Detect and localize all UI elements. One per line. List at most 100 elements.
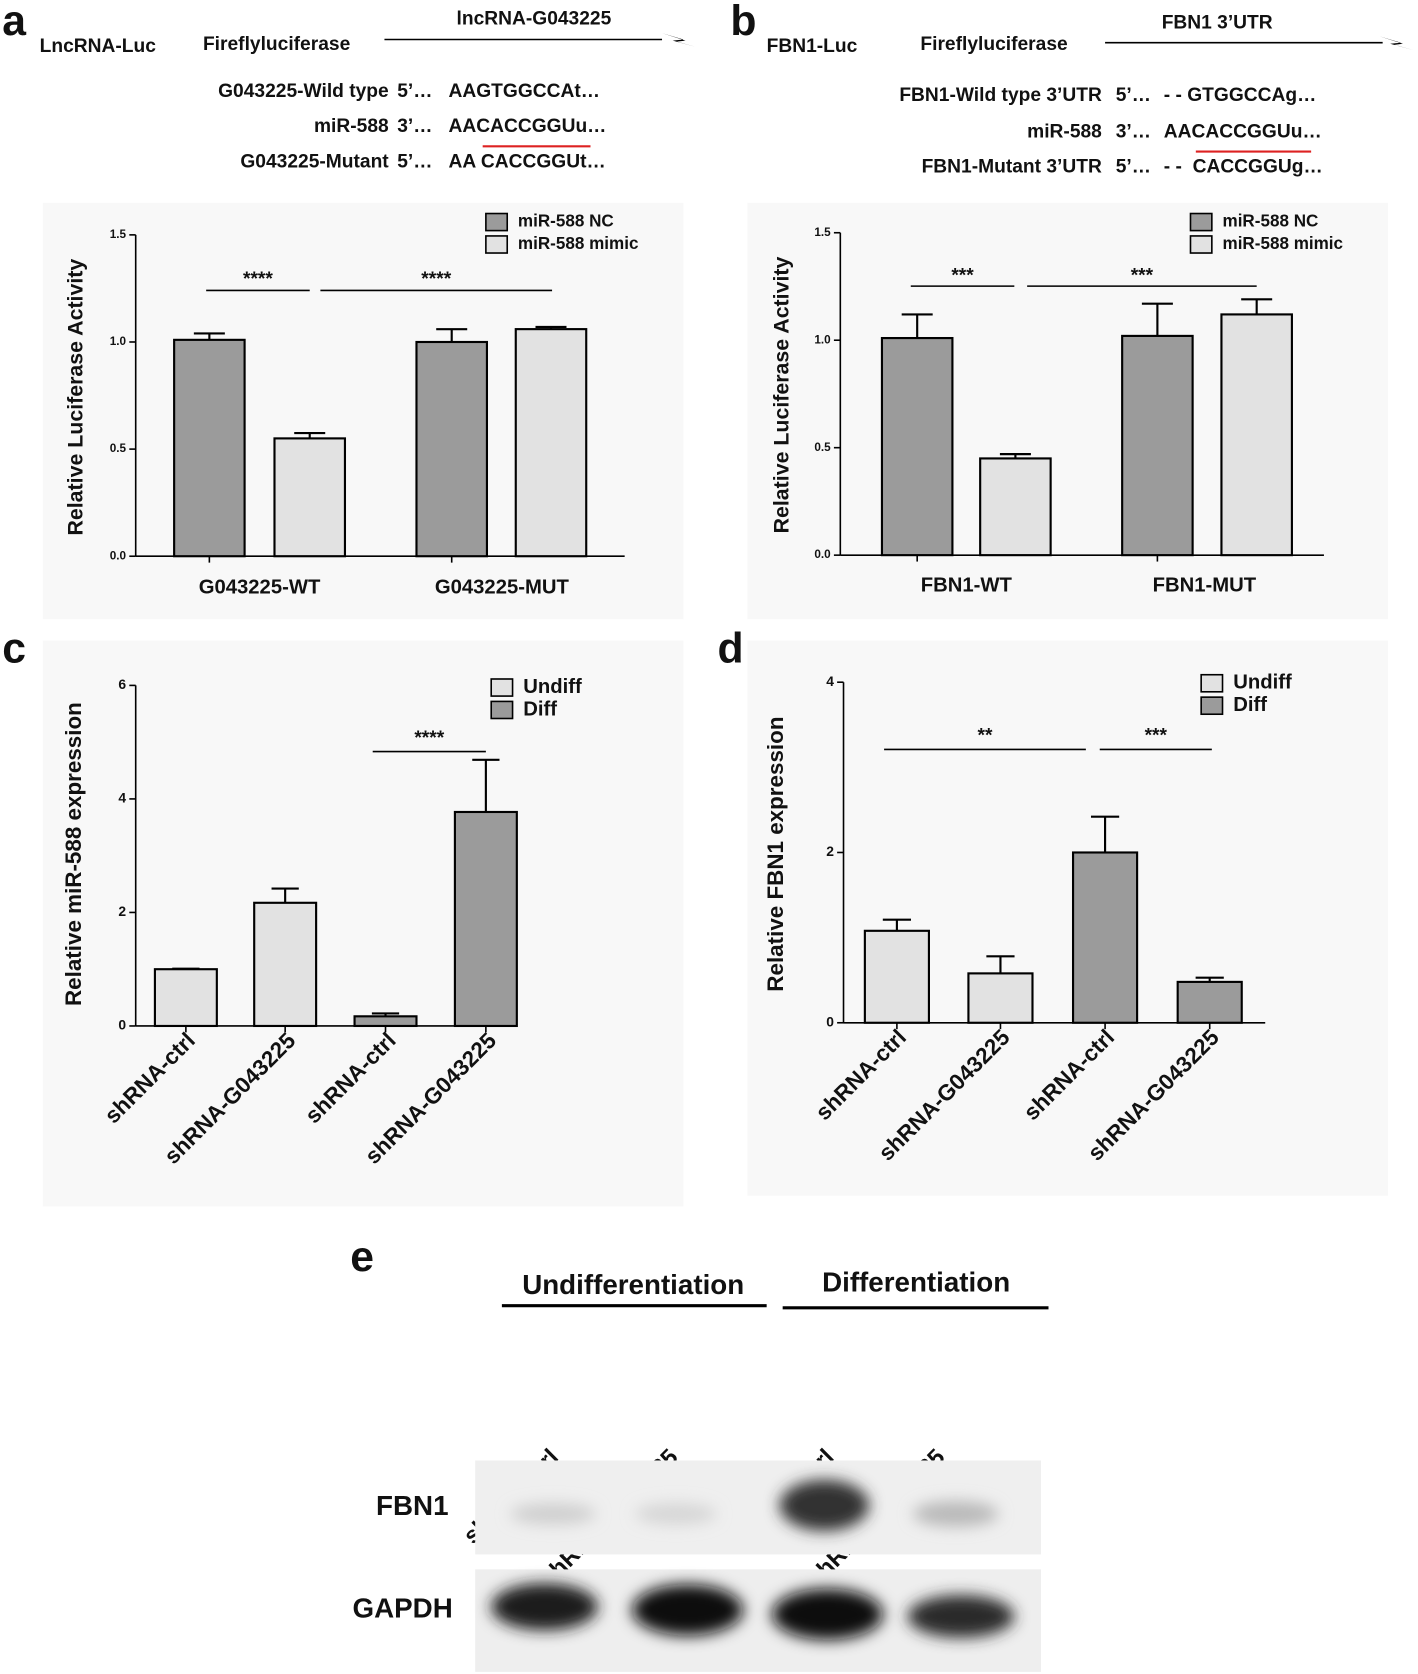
- panel-label: c: [2, 625, 26, 673]
- legend-label: miR-588 mimic: [1223, 234, 1344, 253]
- band: [510, 1503, 596, 1525]
- bar: [415, 340, 489, 558]
- reporter-label: Fireflyluciferase: [203, 34, 351, 55]
- sequence: AAGTGGCCAt…: [449, 81, 600, 102]
- bar: [880, 336, 954, 557]
- panel-bg: [42, 640, 684, 1207]
- sequence-name: G043225-Wild type: [218, 81, 389, 102]
- significance-label: **: [977, 726, 992, 747]
- panel-label: b: [730, 0, 756, 45]
- x-tick-label: G043225-WT: [199, 577, 321, 599]
- bar: [1121, 334, 1194, 557]
- y-tick-label: 4: [826, 673, 834, 689]
- y-axis-title: Relative Luciferase Activity: [64, 259, 88, 536]
- x-tick-label: G043225-MUT: [435, 577, 570, 599]
- bar: [1071, 851, 1139, 1024]
- bar: [967, 972, 1034, 1024]
- significance-label: ***: [951, 266, 974, 287]
- y-tick-label: 1.5: [110, 228, 127, 241]
- sequence-name: miR-588: [1027, 121, 1102, 142]
- bar: [863, 929, 930, 1024]
- sequence-end: 5’…: [1116, 157, 1151, 178]
- y-tick-label: 0.0: [814, 548, 831, 561]
- sequence: AA CACCGGUt…: [449, 151, 606, 172]
- sequence-end: 3’…: [397, 116, 432, 137]
- reporter-label: Fireflyluciferase: [920, 34, 1068, 55]
- legend-label: miR-588 mimic: [518, 234, 639, 253]
- x-tick-label: FBN1-MUT: [1153, 574, 1257, 596]
- bands: [491, 1479, 1015, 1640]
- band: [635, 1503, 717, 1525]
- bar: [273, 437, 347, 558]
- legend-label: Undiff: [1233, 672, 1292, 694]
- band: [632, 1584, 744, 1636]
- bolt: [662, 33, 697, 47]
- vector-label: FBN1-Luc: [767, 36, 858, 57]
- vector-label: LncRNA-Luc: [40, 36, 157, 57]
- sequence-end: 5’…: [1116, 85, 1151, 106]
- y-tick-label: 2: [826, 843, 834, 859]
- sequence-name: G043225-Mutant: [240, 151, 389, 172]
- panel-label: e: [350, 1233, 374, 1281]
- legend-label: miR-588 NC: [518, 212, 614, 231]
- legend-swatch: [485, 235, 509, 254]
- y-tick-label: 4: [118, 790, 126, 806]
- legend-swatch: [485, 212, 509, 232]
- bar: [1220, 313, 1293, 557]
- sequence-end: 5’…: [397, 151, 432, 172]
- sequence: AACACCGGUu…: [449, 116, 607, 137]
- sequence-end: 3’…: [1116, 121, 1151, 142]
- sequence: - - CACCGGUg…: [1164, 157, 1323, 178]
- y-tick-label: 1.5: [814, 226, 831, 239]
- y-tick-label: 2: [118, 903, 126, 919]
- y-axis-title: Relative miR-588 expression: [61, 702, 86, 1006]
- sequence-end: 5’…: [397, 81, 432, 102]
- insert-label: lncRNA-G043225: [457, 8, 612, 29]
- legend-label: Diff: [523, 698, 557, 720]
- significance-label: ****: [414, 728, 444, 749]
- bolt: [1379, 36, 1414, 51]
- band: [779, 1479, 870, 1531]
- sequence: - - GTGGCCAg…: [1164, 85, 1317, 106]
- significance-label: ****: [243, 269, 273, 290]
- y-tick-label: 0: [826, 1013, 834, 1029]
- y-tick-label: 6: [118, 676, 126, 692]
- band: [771, 1588, 884, 1640]
- bar: [353, 1015, 418, 1028]
- band: [491, 1583, 598, 1631]
- legend-swatch: [1189, 235, 1213, 254]
- bar: [453, 810, 518, 1028]
- x-tick-label: FBN1-WT: [921, 574, 1013, 596]
- y-tick-label: 0.5: [814, 441, 831, 454]
- protein-label: FBN1: [376, 1490, 448, 1521]
- significance-label: ***: [1145, 726, 1168, 747]
- bar: [153, 968, 218, 1028]
- group-label: Differentiation: [822, 1267, 1010, 1298]
- y-tick-label: 1.0: [814, 333, 831, 346]
- group-label: Undifferentiation: [522, 1269, 744, 1300]
- y-tick-label: 1.0: [110, 335, 127, 348]
- band: [912, 1501, 999, 1527]
- panel-label: d: [718, 625, 744, 673]
- sequence-name: FBN1-Wild type 3’UTR: [899, 85, 1102, 106]
- legend-swatch: [490, 678, 514, 697]
- insert-label: FBN1 3’UTR: [1162, 13, 1273, 34]
- sequence-name: FBN1-Mutant 3’UTR: [922, 157, 1102, 178]
- bar: [514, 328, 588, 558]
- band: [907, 1594, 1015, 1638]
- legend-swatch: [1200, 696, 1224, 716]
- y-tick-label: 0.5: [110, 442, 127, 455]
- bar: [979, 457, 1052, 557]
- y-tick-label: 0.0: [110, 549, 127, 562]
- y-tick-label: 0: [118, 1017, 126, 1033]
- legend-swatch: [1189, 212, 1213, 232]
- y-axis-title: Relative FBN1 expression: [763, 716, 788, 991]
- sequence-name: miR-588: [314, 116, 389, 137]
- protein-label: GAPDH: [353, 1592, 453, 1623]
- bar: [173, 338, 246, 558]
- significance-label: ***: [1131, 266, 1154, 287]
- significance-label: ****: [421, 269, 451, 290]
- legend-label: Diff: [1233, 694, 1267, 716]
